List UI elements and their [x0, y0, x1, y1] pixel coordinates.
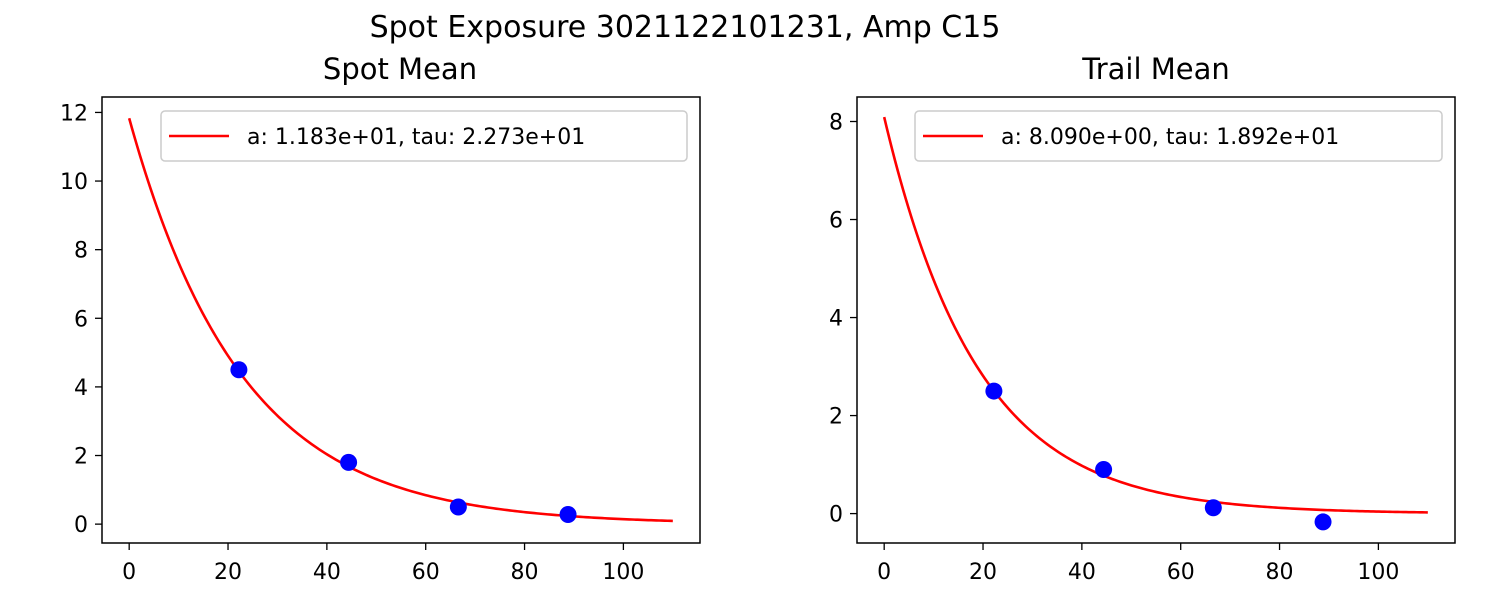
trail-mean-data-point	[1204, 499, 1222, 517]
spot-mean-x-tick-label: 80	[511, 560, 539, 585]
spot-mean-fit	[127, 117, 673, 523]
spot-mean-data-point	[340, 453, 358, 471]
spot-mean-y-tick-label: 12	[60, 101, 88, 126]
spot-mean-x-tick-label: 100	[602, 560, 644, 585]
trail-mean-fit-curve	[882, 116, 1428, 514]
spot-mean-y-tick-label: 8	[74, 239, 88, 264]
spot-mean-x-tick-label: 60	[412, 560, 440, 585]
spot-mean-y-ticks: 0 2 4 6 8 10 12	[60, 101, 102, 538]
spot-mean-y-tick-label: 2	[74, 445, 88, 470]
trail-mean-y-ticks: 0 2 4 6 8	[829, 111, 857, 528]
trail-mean-x-tick-label: 40	[1068, 560, 1096, 585]
spot-mean-x-tick-label: 0	[122, 560, 136, 585]
trail-mean-y-tick-label: 4	[829, 307, 843, 332]
trail-mean-fit	[882, 116, 1428, 514]
spot-mean-data-point	[449, 498, 467, 516]
trail-mean-chart: Trail Mean 0 20 40 60 80 100 0 2 4 6 8 a: 8.090e+…	[829, 52, 1456, 585]
legend-box	[160, 110, 688, 162]
spot-mean-data-point	[559, 506, 577, 524]
trail-mean-x-tick-label: 80	[1266, 560, 1294, 585]
trail-mean-points	[985, 382, 1332, 531]
spot-mean-points	[230, 361, 577, 524]
trail-mean-x-ticks: 0 20 40 60 80 100	[877, 543, 1399, 585]
trail-mean-data-point	[1095, 460, 1113, 478]
trail-mean-x-tick-label: 100	[1357, 560, 1399, 585]
spot-mean-y-tick-label: 0	[74, 513, 88, 538]
trail-mean-y-tick-label: 8	[829, 111, 843, 136]
spot-mean-legend: a: 1.183e+01, tau: 2.273e+01	[160, 110, 688, 162]
spot-mean-x-ticks: 0 20 40 60 80 100	[122, 543, 644, 585]
trail-mean-y-tick-label: 0	[829, 503, 843, 528]
spot-mean-x-tick-label: 20	[214, 560, 242, 585]
trail-mean-y-tick-label: 2	[829, 405, 843, 430]
spot-mean-chart: Spot Mean 0 20 40 60 80 100 0 2 4 6 8 10 12 a: 1.18…	[60, 52, 701, 585]
legend-fit-label: a: 8.090e+00, tau: 1.892e+01	[1001, 125, 1339, 150]
spot-mean-plot-area	[101, 96, 701, 544]
figure-suptitle: Spot Exposure 3021122101231, Amp C15	[370, 10, 1001, 45]
spot-mean-x-tick-label: 40	[313, 560, 341, 585]
spot-mean-title: Spot Mean	[323, 52, 477, 86]
spot-mean-y-tick-label: 4	[74, 376, 88, 401]
spot-mean-y-tick-label: 10	[60, 170, 88, 195]
spot-mean-data-point	[230, 361, 248, 379]
trail-mean-title: Trail Mean	[1081, 52, 1230, 86]
spot-mean-fit-curve	[127, 117, 673, 523]
trail-mean-x-tick-label: 60	[1167, 560, 1195, 585]
trail-mean-plot-area	[856, 96, 1456, 544]
trail-mean-data-point	[985, 382, 1003, 400]
trail-mean-x-tick-label: 0	[877, 560, 891, 585]
spot-mean-y-tick-label: 6	[74, 307, 88, 332]
legend-box	[914, 110, 1443, 162]
trail-mean-legend: a: 8.090e+00, tau: 1.892e+01	[914, 110, 1443, 162]
trail-mean-y-tick-label: 6	[829, 209, 843, 234]
legend-fit-label: a: 1.183e+01, tau: 2.273e+01	[247, 125, 585, 150]
trail-mean-x-tick-label: 20	[969, 560, 997, 585]
trail-mean-data-point	[1314, 513, 1332, 531]
